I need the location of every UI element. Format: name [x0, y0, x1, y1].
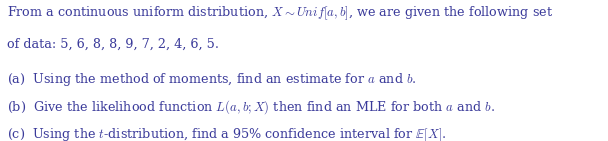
Text: From a continuous uniform distribution, $X \sim Unif[a, b]$, we are given the fo: From a continuous uniform distribution, … — [7, 4, 553, 22]
Text: of data: 5, 6, 8, 8, 9, 7, 2, 4, 6, 5.: of data: 5, 6, 8, 8, 9, 7, 2, 4, 6, 5. — [7, 38, 219, 51]
Text: (b)  Give the likelihood function $L(a, b; X)$ then find an MLE for both $a$ and: (b) Give the likelihood function $L(a, b… — [7, 99, 496, 116]
Text: (c)  Using the $t$-distribution, find a 95% confidence interval for $\mathbb{E}[: (c) Using the $t$-distribution, find a 9… — [7, 127, 447, 141]
Text: (a)  Using the method of moments, find an estimate for $a$ and $b$.: (a) Using the method of moments, find an… — [7, 70, 417, 88]
